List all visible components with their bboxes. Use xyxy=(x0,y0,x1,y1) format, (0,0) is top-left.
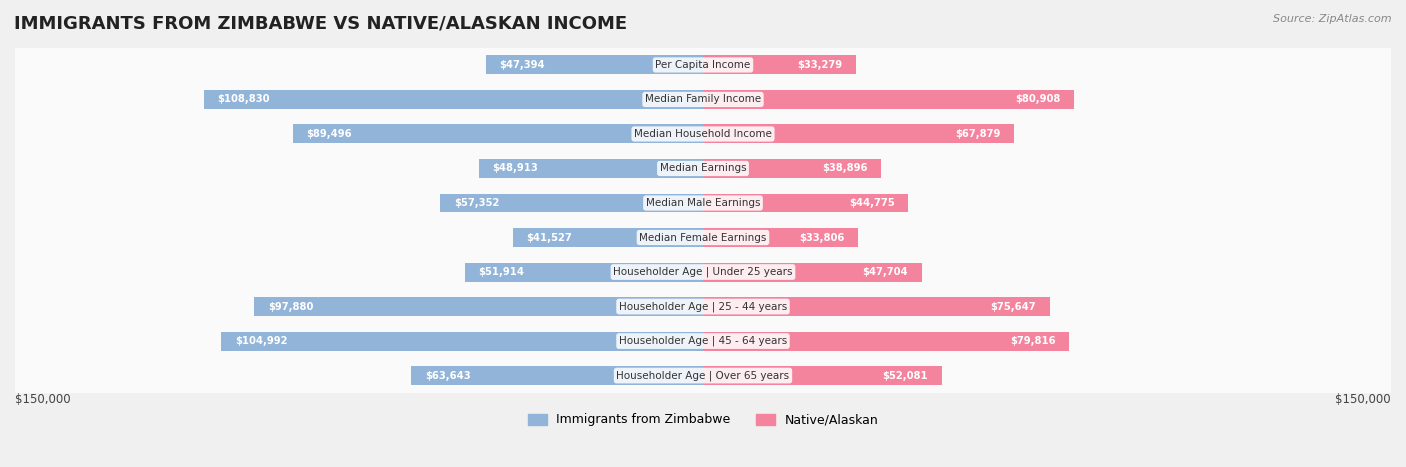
Bar xyxy=(15,117,1391,151)
Text: $108,830: $108,830 xyxy=(218,94,270,105)
Text: $89,496: $89,496 xyxy=(307,129,352,139)
Bar xyxy=(440,193,703,212)
Bar xyxy=(411,366,703,385)
Text: $47,704: $47,704 xyxy=(862,267,908,277)
Text: $48,913: $48,913 xyxy=(492,163,538,173)
Text: $79,816: $79,816 xyxy=(1010,336,1056,346)
Text: Median Household Income: Median Household Income xyxy=(634,129,772,139)
Bar xyxy=(703,332,1069,351)
Bar xyxy=(15,324,1391,358)
Bar xyxy=(485,56,703,74)
Text: $38,896: $38,896 xyxy=(823,163,868,173)
Text: $51,914: $51,914 xyxy=(478,267,524,277)
Text: Per Capita Income: Per Capita Income xyxy=(655,60,751,70)
Bar xyxy=(15,82,1391,117)
Bar xyxy=(292,125,703,143)
Bar xyxy=(478,159,703,178)
Legend: Immigrants from Zimbabwe, Native/Alaskan: Immigrants from Zimbabwe, Native/Alaskan xyxy=(523,409,883,432)
Text: $47,394: $47,394 xyxy=(499,60,546,70)
Text: Householder Age | Over 65 years: Householder Age | Over 65 years xyxy=(616,370,790,381)
Bar xyxy=(703,193,908,212)
Bar xyxy=(703,159,882,178)
Bar xyxy=(703,228,858,247)
Bar xyxy=(513,228,703,247)
Bar xyxy=(465,262,703,282)
Text: $44,775: $44,775 xyxy=(849,198,894,208)
Bar xyxy=(15,186,1391,220)
Text: Householder Age | 25 - 44 years: Householder Age | 25 - 44 years xyxy=(619,301,787,312)
Bar xyxy=(15,151,1391,186)
Bar xyxy=(254,297,703,316)
Text: $150,000: $150,000 xyxy=(1336,393,1391,406)
Text: $80,908: $80,908 xyxy=(1015,94,1060,105)
Text: Householder Age | 45 - 64 years: Householder Age | 45 - 64 years xyxy=(619,336,787,347)
Bar xyxy=(15,220,1391,255)
Text: $97,880: $97,880 xyxy=(267,302,314,311)
Text: $33,279: $33,279 xyxy=(797,60,842,70)
Text: Median Female Earnings: Median Female Earnings xyxy=(640,233,766,242)
Text: $75,647: $75,647 xyxy=(991,302,1036,311)
Bar xyxy=(15,255,1391,289)
Bar xyxy=(221,332,703,351)
Text: Median Earnings: Median Earnings xyxy=(659,163,747,173)
Text: $150,000: $150,000 xyxy=(15,393,70,406)
Text: $67,879: $67,879 xyxy=(955,129,1001,139)
Text: $104,992: $104,992 xyxy=(235,336,288,346)
Bar xyxy=(703,366,942,385)
Bar xyxy=(204,90,703,109)
Text: $52,081: $52,081 xyxy=(883,371,928,381)
Bar xyxy=(15,289,1391,324)
Text: Median Family Income: Median Family Income xyxy=(645,94,761,105)
Bar xyxy=(15,48,1391,82)
Text: $41,527: $41,527 xyxy=(526,233,572,242)
Text: IMMIGRANTS FROM ZIMBABWE VS NATIVE/ALASKAN INCOME: IMMIGRANTS FROM ZIMBABWE VS NATIVE/ALASK… xyxy=(14,14,627,32)
Bar xyxy=(703,90,1074,109)
Text: Median Male Earnings: Median Male Earnings xyxy=(645,198,761,208)
Text: $57,352: $57,352 xyxy=(454,198,499,208)
Bar xyxy=(703,56,856,74)
Text: $63,643: $63,643 xyxy=(425,371,471,381)
Text: $33,806: $33,806 xyxy=(799,233,844,242)
Bar xyxy=(15,358,1391,393)
Text: Source: ZipAtlas.com: Source: ZipAtlas.com xyxy=(1274,14,1392,24)
Text: Householder Age | Under 25 years: Householder Age | Under 25 years xyxy=(613,267,793,277)
Bar xyxy=(703,262,922,282)
Bar xyxy=(703,297,1050,316)
Bar xyxy=(703,125,1014,143)
